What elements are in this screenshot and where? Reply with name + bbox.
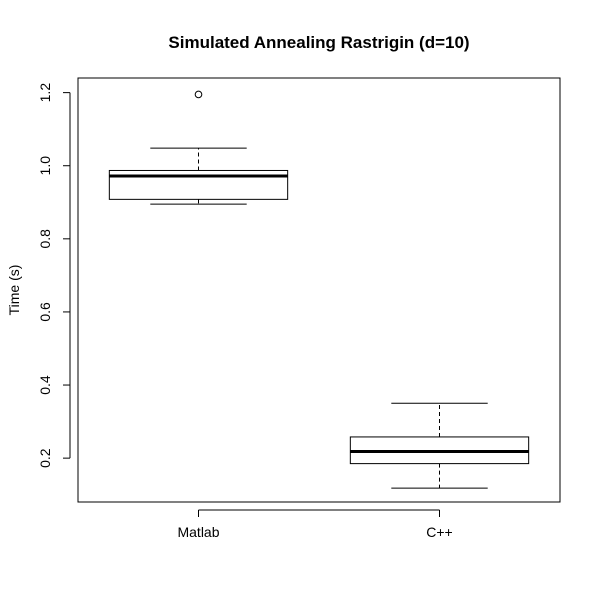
y-axis: 0.2 0.4 0.6 0.8 1.0 1.2 <box>37 83 71 468</box>
boxes <box>108 90 530 489</box>
box-c- <box>349 402 530 489</box>
y-axis-label: Time (s) <box>6 265 22 316</box>
box-matlab <box>108 90 289 205</box>
outlier-point <box>194 90 203 99</box>
y-tick-label: 1.0 <box>37 156 53 176</box>
y-tick-label: 0.2 <box>37 448 53 468</box>
plot-frame <box>77 77 561 503</box>
y-tick-label: 0.8 <box>37 229 53 249</box>
x-tick-label: C++ <box>426 524 452 540</box>
chart-title: Simulated Annealing Rastrigin (d=10) <box>168 33 469 52</box>
x-tick-label: Matlab <box>177 524 219 540</box>
y-tick-label: 0.6 <box>37 302 53 322</box>
y-tick-label: 0.4 <box>37 375 53 395</box>
x-axis: Matlab C++ <box>177 509 453 540</box>
y-tick-label: 1.2 <box>37 83 53 103</box>
